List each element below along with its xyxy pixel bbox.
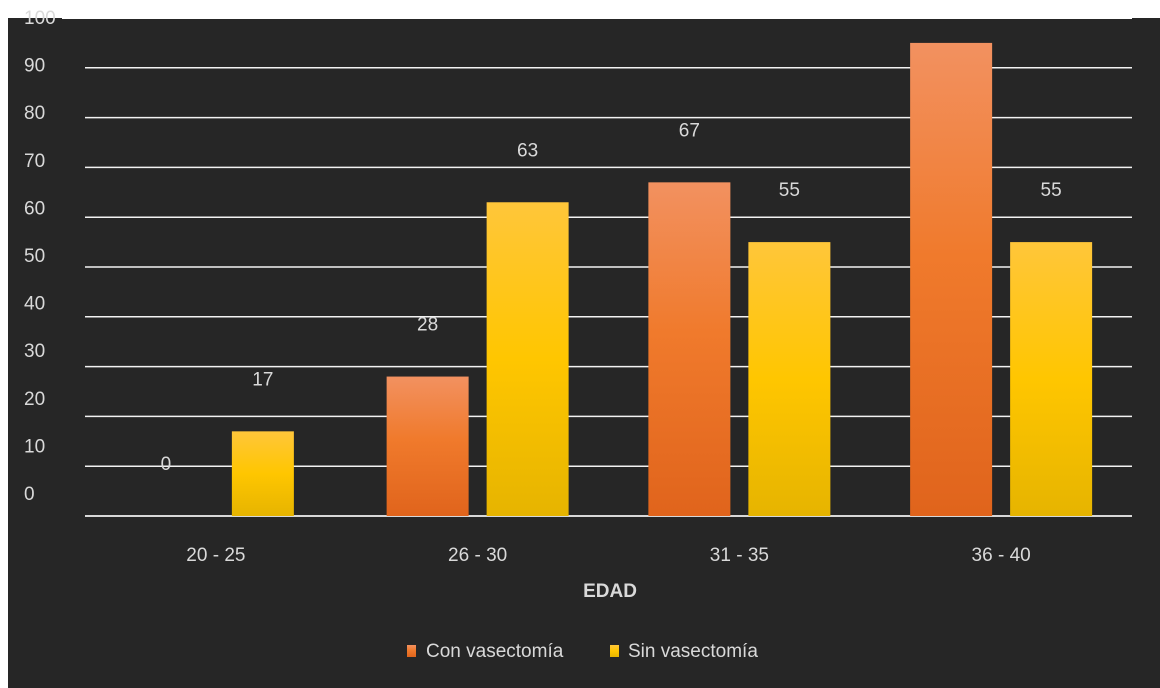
legend: Con vasectomía Sin vasectomía <box>407 641 758 662</box>
data-label: 28 <box>417 315 438 336</box>
y-tick-label: 0 <box>24 484 35 505</box>
data-label: 55 <box>779 180 800 201</box>
y-tick-label: 30 <box>24 341 45 362</box>
y-tick-label: 40 <box>24 294 45 315</box>
x-tick-label: 31 - 35 <box>710 545 769 566</box>
legend-label: Con vasectomía <box>426 641 564 662</box>
bar-con-vasectomia <box>648 182 731 516</box>
data-label: 0 <box>161 454 172 475</box>
data-labels: 0 17 28 63 67 55 95 55 <box>161 0 1062 475</box>
data-label: 17 <box>252 369 273 390</box>
legend-swatch-sin-vasectomia <box>610 645 619 657</box>
x-tick-label: 20 - 25 <box>186 545 245 566</box>
bar-sin-vasectomia <box>748 242 831 516</box>
bars <box>231 42 1093 517</box>
data-label: 67 <box>679 120 700 141</box>
y-tick-label: 100 <box>24 8 56 29</box>
bar-sin-vasectomia <box>1010 242 1093 516</box>
y-tick-label: 60 <box>24 198 45 219</box>
data-label: 63 <box>517 140 538 161</box>
legend-label: Sin vasectomía <box>628 641 758 662</box>
data-label: 55 <box>1041 180 1062 201</box>
x-axis-ticks: 20 - 25 26 - 30 31 - 35 36 - 40 <box>186 545 1030 566</box>
y-tick-label: 70 <box>24 151 45 172</box>
data-label: 95 <box>941 0 962 2</box>
y-tick-label: 90 <box>24 56 45 77</box>
legend-swatch-con-vasectomia <box>407 645 416 657</box>
y-tick-label: 50 <box>24 246 45 267</box>
x-axis-title: EDAD <box>583 581 637 602</box>
bar-con-vasectomia <box>910 42 993 517</box>
y-axis-ticks: 0 10 20 30 40 50 60 70 80 90 100 <box>24 8 56 505</box>
y-tick-label: 10 <box>24 436 45 457</box>
x-tick-label: 36 - 40 <box>972 545 1031 566</box>
y-tick-label: 20 <box>24 389 45 410</box>
bar-sin-vasectomia <box>486 202 569 516</box>
bar-sin-vasectomia <box>231 431 294 516</box>
bar-con-vasectomia <box>386 376 469 516</box>
y-tick-label: 80 <box>24 103 45 124</box>
x-tick-label: 26 - 30 <box>448 545 507 566</box>
